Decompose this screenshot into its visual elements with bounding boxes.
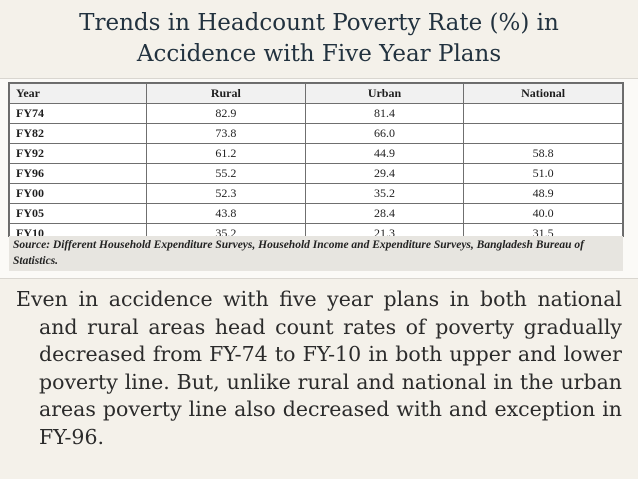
cell-urban: 66.0 bbox=[304, 123, 465, 144]
cell-rural: 61.2 bbox=[146, 143, 306, 164]
cell-urban: 44.9 bbox=[304, 143, 465, 164]
cell-year: FY05 bbox=[9, 203, 147, 224]
cell-rural: 55.2 bbox=[146, 163, 306, 184]
cell-urban: 29.4 bbox=[304, 163, 465, 184]
header-year: Year bbox=[9, 83, 147, 104]
table-row: FY96 55.2 29.4 51.0 bbox=[9, 163, 623, 184]
slide-body-text: Even in accidence with five year plans i… bbox=[16, 286, 622, 451]
table-row: FY00 52.3 35.2 48.9 bbox=[9, 183, 623, 204]
table-row: FY05 43.8 28.4 40.0 bbox=[9, 203, 623, 224]
header-national: National bbox=[463, 83, 623, 104]
title-line-2: Accidence with Five Year Plans bbox=[136, 41, 502, 67]
slide-title: Trends in Headcount Poverty Rate (%) in … bbox=[0, 8, 638, 70]
cell-rural: 43.8 bbox=[146, 203, 306, 224]
cell-year: FY92 bbox=[9, 143, 147, 164]
cell-national: 51.0 bbox=[463, 163, 623, 184]
table-header: Year Rural Urban National bbox=[9, 83, 623, 104]
cell-national bbox=[463, 103, 623, 124]
header-rural: Rural bbox=[146, 83, 306, 104]
table-row: FY92 61.2 44.9 58.8 bbox=[9, 143, 623, 164]
cell-year: FY82 bbox=[9, 123, 147, 144]
cell-national: 58.8 bbox=[463, 143, 623, 164]
table-row: FY74 82.9 81.4 bbox=[9, 103, 623, 124]
table-body: FY74 82.9 81.4 FY82 73.8 66.0 FY92 61.2 bbox=[9, 103, 623, 244]
table-row: FY82 73.8 66.0 bbox=[9, 123, 623, 144]
cell-national: 48.9 bbox=[463, 183, 623, 204]
cell-urban: 35.2 bbox=[304, 183, 465, 204]
poverty-rate-table: Year Rural Urban National FY74 82.9 81.4 bbox=[9, 83, 623, 244]
cell-urban: 81.4 bbox=[304, 103, 465, 124]
cell-year: FY74 bbox=[9, 103, 147, 124]
table-header-row: Year Rural Urban National bbox=[9, 83, 623, 104]
table-source-note: Source: Different Household Expenditure … bbox=[9, 236, 623, 271]
cell-urban: 28.4 bbox=[304, 203, 465, 224]
poverty-table-image: Year Rural Urban National FY74 82.9 81.4 bbox=[0, 78, 638, 279]
cell-rural: 82.9 bbox=[146, 103, 306, 124]
cell-year: FY00 bbox=[9, 183, 147, 204]
cell-rural: 73.8 bbox=[146, 123, 306, 144]
cell-national bbox=[463, 123, 623, 144]
header-urban: Urban bbox=[304, 83, 465, 104]
cell-rural: 52.3 bbox=[146, 183, 306, 204]
cell-year: FY96 bbox=[9, 163, 147, 184]
cell-national: 40.0 bbox=[463, 203, 623, 224]
body-paragraph: Even in accidence with five year plans i… bbox=[16, 287, 622, 449]
poverty-table-frame: Year Rural Urban National FY74 82.9 81.4 bbox=[8, 82, 624, 244]
title-line-1: Trends in Headcount Poverty Rate (%) in bbox=[79, 10, 559, 36]
